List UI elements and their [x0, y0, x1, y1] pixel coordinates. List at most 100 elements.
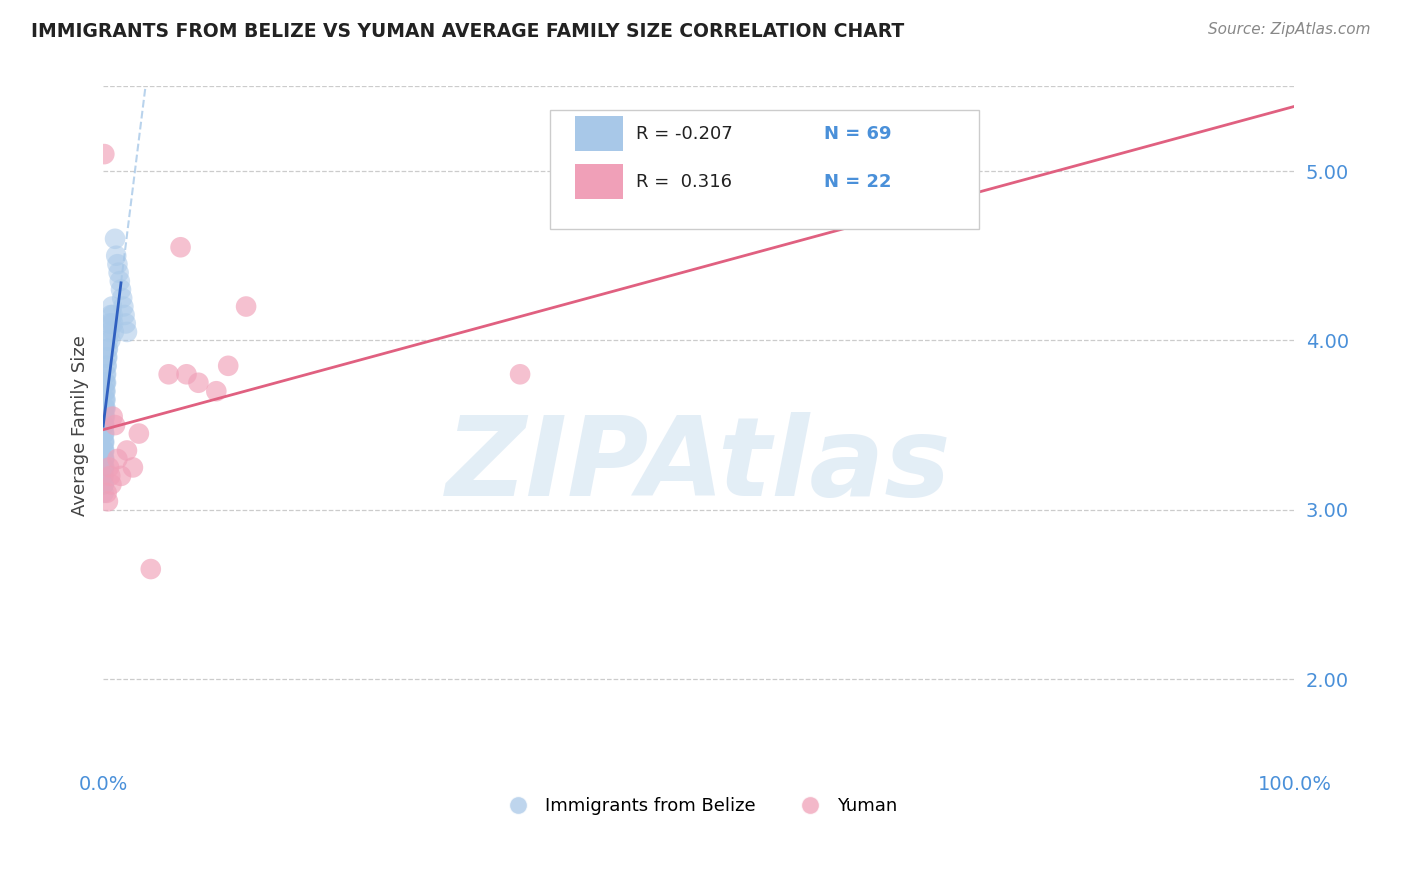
Y-axis label: Average Family Size: Average Family Size: [72, 334, 89, 516]
Text: R =  0.316: R = 0.316: [636, 173, 731, 191]
Point: [96, 351, 118, 365]
Point: [114, 317, 136, 331]
Point: [115, 443, 138, 458]
Point: [96, 342, 118, 356]
Point: [93, 435, 115, 450]
Point: [93, 435, 115, 450]
Point: [94, 376, 117, 390]
Point: [93, 443, 115, 458]
Point: [104, 232, 127, 246]
Point: [93, 435, 115, 450]
Point: [115, 325, 138, 339]
Point: [122, 460, 145, 475]
Point: [94, 409, 117, 424]
Point: [93, 418, 115, 433]
Point: [97, 342, 120, 356]
Point: [93, 426, 115, 441]
Point: [94, 392, 117, 407]
Point: [94, 376, 117, 390]
Point: [93, 460, 115, 475]
Point: [169, 240, 191, 254]
Point: [100, 308, 122, 322]
Text: IMMIGRANTS FROM BELIZE VS YUMAN AVERAGE FAMILY SIZE CORRELATION CHART: IMMIGRANTS FROM BELIZE VS YUMAN AVERAGE …: [31, 22, 904, 41]
Point: [101, 409, 124, 424]
Text: N = 22: N = 22: [824, 173, 891, 191]
Point: [93, 401, 115, 416]
Point: [93, 477, 115, 491]
Point: [93, 409, 115, 424]
Point: [94, 376, 117, 390]
FancyBboxPatch shape: [550, 110, 979, 228]
Point: [110, 283, 132, 297]
Point: [96, 351, 118, 365]
Point: [112, 300, 135, 314]
Point: [108, 274, 131, 288]
Point: [205, 384, 228, 399]
Legend: Immigrants from Belize, Yuman: Immigrants from Belize, Yuman: [494, 790, 904, 822]
Point: [93, 384, 115, 399]
Point: [100, 477, 122, 491]
Point: [93, 452, 115, 467]
Text: ZIPAtlas: ZIPAtlas: [446, 412, 952, 519]
Point: [93, 147, 115, 161]
Point: [107, 257, 129, 271]
Point: [94, 384, 117, 399]
Text: N = 69: N = 69: [824, 125, 891, 143]
Point: [94, 368, 117, 382]
FancyBboxPatch shape: [575, 116, 623, 151]
Point: [93, 392, 115, 407]
Point: [93, 469, 115, 483]
Point: [235, 300, 257, 314]
Point: [93, 426, 115, 441]
Point: [93, 460, 115, 475]
Point: [94, 359, 117, 373]
Point: [96, 486, 118, 500]
Text: Source: ZipAtlas.com: Source: ZipAtlas.com: [1208, 22, 1371, 37]
Point: [93, 477, 115, 491]
Point: [93, 452, 115, 467]
Point: [103, 317, 125, 331]
Point: [217, 359, 239, 373]
Point: [94, 401, 117, 416]
Point: [93, 418, 115, 433]
Point: [176, 368, 198, 382]
Point: [187, 376, 209, 390]
Text: R = -0.207: R = -0.207: [636, 125, 733, 143]
Point: [107, 452, 129, 467]
FancyBboxPatch shape: [575, 164, 623, 200]
Point: [93, 426, 115, 441]
Point: [98, 334, 121, 348]
Point: [93, 452, 115, 467]
Point: [93, 401, 115, 416]
Point: [98, 460, 121, 475]
Point: [93, 469, 115, 483]
Point: [101, 300, 124, 314]
Point: [509, 368, 531, 382]
Point: [114, 308, 136, 322]
Point: [93, 418, 115, 433]
Point: [98, 325, 121, 339]
Point: [97, 494, 120, 508]
Point: [93, 443, 115, 458]
Point: [94, 368, 117, 382]
Point: [94, 392, 117, 407]
Point: [93, 443, 115, 458]
Point: [93, 409, 115, 424]
Point: [111, 291, 134, 305]
Point: [98, 469, 121, 483]
Point: [100, 317, 122, 331]
Point: [105, 249, 128, 263]
Point: [103, 325, 125, 339]
Point: [96, 359, 118, 373]
Point: [97, 334, 120, 348]
Point: [139, 562, 162, 576]
Point: [157, 368, 180, 382]
Point: [128, 426, 150, 441]
Point: [104, 418, 127, 433]
Point: [98, 317, 121, 331]
Point: [93, 486, 115, 500]
Point: [94, 384, 117, 399]
Point: [101, 308, 124, 322]
Point: [107, 266, 129, 280]
Point: [93, 418, 115, 433]
